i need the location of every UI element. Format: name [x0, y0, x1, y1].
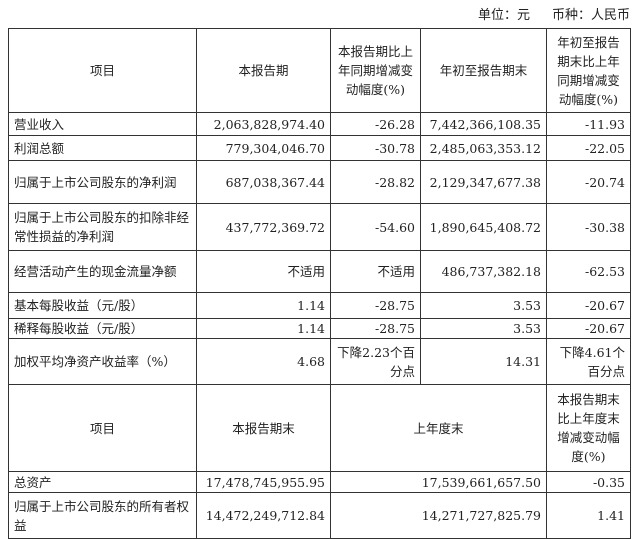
table-row: 营业收入 2,063,828,974.40 -26.28 7,442,366,1… — [8, 112, 631, 136]
table-row: 归属于上市公司股东的净利润 687,038,367.44 -28.82 2,12… — [8, 160, 631, 204]
table-row: 总资产 17,478,745,955.95 17,539,661,657.50 … — [8, 471, 631, 493]
cell: 2,485,063,353.12 — [420, 135, 547, 161]
cell: -26.28 — [330, 112, 421, 136]
header-ytd-change: 年初至报告期末比上年同期增减变动幅度(%) — [546, 28, 631, 113]
cell: 14,472,249,712.84 — [196, 492, 331, 539]
cell: -28.75 — [330, 318, 421, 339]
cell: 14,271,727,825.79 — [330, 492, 547, 539]
header-prior-year-end: 上年度末 — [330, 384, 547, 472]
cell: 7,442,366,108.35 — [420, 112, 547, 136]
row-label: 总资产 — [8, 471, 197, 493]
cell: -62.53 — [546, 250, 631, 293]
header-ytd: 年初至报告期末 — [420, 28, 547, 113]
cell: 3.53 — [420, 318, 547, 339]
header-item: 项目 — [8, 384, 197, 472]
cell: 17,478,745,955.95 — [196, 471, 331, 493]
row-label: 归属于上市公司股东的所有者权益 — [8, 492, 197, 539]
cell: -54.60 — [330, 203, 421, 251]
row-label: 稀释每股收益（元/股） — [8, 318, 197, 339]
cell: -20.74 — [546, 160, 631, 204]
header-period-end: 本报告期末 — [196, 384, 331, 472]
cell: 2,129,347,677.38 — [420, 160, 547, 204]
unit-currency-note: 单位：元 币种：人民币 — [456, 4, 630, 23]
row-label: 归属于上市公司股东的净利润 — [8, 160, 197, 204]
cell: -11.93 — [546, 112, 631, 136]
header-item: 项目 — [8, 28, 197, 113]
table-row: 稀释每股收益（元/股） 1.14 -28.75 3.53 -20.67 — [8, 318, 631, 339]
cell: 687,038,367.44 — [196, 160, 331, 204]
table-row: 经营活动产生的现金流量净额 不适用 不适用 486,737,382.18 -62… — [8, 250, 631, 293]
cell: 1,890,645,408.72 — [420, 203, 547, 251]
cell: 1.41 — [546, 492, 631, 539]
cell: -28.75 — [330, 292, 421, 319]
cell: -30.38 — [546, 203, 631, 251]
header-change: 本报告期末比上年度末增减变动幅度(%) — [546, 384, 631, 472]
cell: 下降2.23个百分点 — [330, 338, 421, 385]
row-label: 利润总额 — [8, 135, 197, 161]
cell: -0.35 — [546, 471, 631, 493]
row-label: 加权平均净资产收益率（%） — [8, 338, 197, 385]
cell: -20.67 — [546, 292, 631, 319]
cell: 2,063,828,974.40 — [196, 112, 331, 136]
table2-header-row: 项目 本报告期末 上年度末 本报告期末比上年度末增减变动幅度(%) — [8, 384, 631, 472]
table-row: 加权平均净资产收益率（%） 4.68 下降2.23个百分点 14.31 下降4.… — [8, 338, 631, 385]
row-label: 经营活动产生的现金流量净额 — [8, 250, 197, 293]
cell: 1.14 — [196, 318, 331, 339]
row-label: 归属于上市公司股东的扣除非经常性损益的净利润 — [8, 203, 197, 251]
cell: 14.31 — [420, 338, 547, 385]
cell: 不适用 — [330, 250, 421, 293]
cell: 1.14 — [196, 292, 331, 319]
currency-label: 币种：人民币 — [551, 8, 630, 23]
cell: 17,539,661,657.50 — [330, 471, 547, 493]
table-row: 归属于上市公司股东的所有者权益 14,472,249,712.84 14,271… — [8, 492, 631, 539]
table-row: 利润总额 779,304,046.70 -30.78 2,485,063,353… — [8, 135, 631, 161]
cell: -22.05 — [546, 135, 631, 161]
header-current-period: 本报告期 — [196, 28, 331, 113]
cell: 486,737,382.18 — [420, 250, 547, 293]
cell: -30.78 — [330, 135, 421, 161]
cell: 下降4.61个百分点 — [546, 338, 631, 385]
cell: 不适用 — [196, 250, 331, 293]
cell: 779,304,046.70 — [196, 135, 331, 161]
cell: -20.67 — [546, 318, 631, 339]
table-row: 基本每股收益（元/股） 1.14 -28.75 3.53 -20.67 — [8, 292, 631, 319]
header-current-change: 本报告期比上年同期增减变动幅度(%) — [330, 28, 421, 113]
cell: 3.53 — [420, 292, 547, 319]
row-label: 基本每股收益（元/股） — [8, 292, 197, 319]
cell: 437,772,369.72 — [196, 203, 331, 251]
financial-data-table: 项目 本报告期 本报告期比上年同期增减变动幅度(%) 年初至报告期末 年初至报告… — [8, 28, 631, 539]
cell: 4.68 — [196, 338, 331, 385]
cell: -28.82 — [330, 160, 421, 204]
table1-header-row: 项目 本报告期 本报告期比上年同期增减变动幅度(%) 年初至报告期末 年初至报告… — [8, 28, 631, 113]
row-label: 营业收入 — [8, 112, 197, 136]
unit-label: 单位：元 — [477, 8, 530, 23]
table-row: 归属于上市公司股东的扣除非经常性损益的净利润 437,772,369.72 -5… — [8, 203, 631, 251]
